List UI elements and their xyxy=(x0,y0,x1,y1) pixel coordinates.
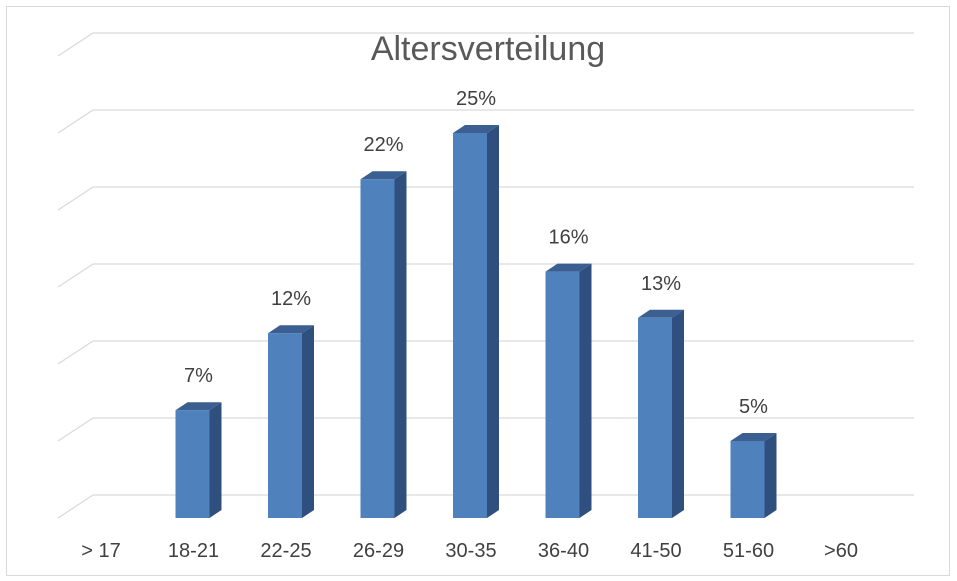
bar-top xyxy=(545,263,592,272)
x-axis-ticks: > 17 18-21 22-25 26-29 30-35 36-40 41-50 51-60 >… xyxy=(81,540,858,562)
x-tick-label: 18-21 xyxy=(168,540,219,562)
data-label: 22% xyxy=(363,134,403,156)
bar-22-25 xyxy=(268,325,314,518)
bar-side xyxy=(579,263,592,518)
chart-title: Altersverteilung xyxy=(370,30,606,68)
data-labels: 7% 12% 22% 25% 16% 13% 5% xyxy=(184,88,768,418)
gridline-wall xyxy=(57,32,94,57)
bar-front xyxy=(545,271,580,518)
data-label: 5% xyxy=(739,396,768,418)
bar-30-35 xyxy=(453,125,499,518)
x-tick-label: 26-29 xyxy=(353,540,404,562)
gridline-wall xyxy=(57,263,94,288)
gridline-wall xyxy=(57,109,94,134)
gridline-wall xyxy=(57,186,94,211)
x-tick-label: 30-35 xyxy=(445,540,496,562)
x-tick-label: 22-25 xyxy=(260,540,311,562)
gridline xyxy=(57,186,914,211)
bar-top xyxy=(638,309,684,318)
bar-51-60 xyxy=(730,433,777,518)
bars xyxy=(175,125,777,518)
gridline-wall xyxy=(57,494,94,519)
bar-front xyxy=(360,179,395,518)
x-tick-label: 36-40 xyxy=(538,540,589,562)
bar-side xyxy=(487,125,499,518)
bar-top xyxy=(360,171,407,180)
x-tick-label: >60 xyxy=(824,540,858,562)
bar-26-29 xyxy=(360,171,407,518)
bar-top xyxy=(730,433,777,441)
gridline-wall xyxy=(57,417,94,442)
x-tick-label: 51-60 xyxy=(723,540,774,562)
bar-top xyxy=(453,125,499,133)
gridline xyxy=(57,417,914,442)
bar-side xyxy=(394,171,407,518)
gridline xyxy=(57,32,914,57)
bar-front xyxy=(638,317,672,518)
bar-top xyxy=(175,402,222,411)
gridlines xyxy=(57,32,914,519)
gridline xyxy=(57,494,914,519)
bar-front xyxy=(175,410,210,518)
bar-41-50 xyxy=(638,309,684,518)
data-label: 7% xyxy=(184,365,213,387)
gridline xyxy=(57,109,914,134)
data-label: 16% xyxy=(548,227,588,249)
x-tick-label: 41-50 xyxy=(630,540,681,562)
x-tick-label: > 17 xyxy=(81,540,120,562)
bar-36-40 xyxy=(545,263,592,518)
gridline-wall xyxy=(57,340,94,365)
gridline xyxy=(57,340,914,365)
bar-side xyxy=(672,309,684,518)
bar-front xyxy=(730,441,765,518)
bar-front xyxy=(453,133,487,518)
bar-top xyxy=(268,325,314,334)
bar-side xyxy=(209,402,222,518)
bar-18-21 xyxy=(175,402,222,518)
data-label: 12% xyxy=(271,288,311,310)
data-label: 13% xyxy=(641,273,681,295)
bar-side xyxy=(302,325,314,518)
bar-front xyxy=(268,333,302,518)
data-label: 25% xyxy=(456,88,496,110)
bar-side xyxy=(764,433,777,518)
gridline xyxy=(57,263,914,288)
